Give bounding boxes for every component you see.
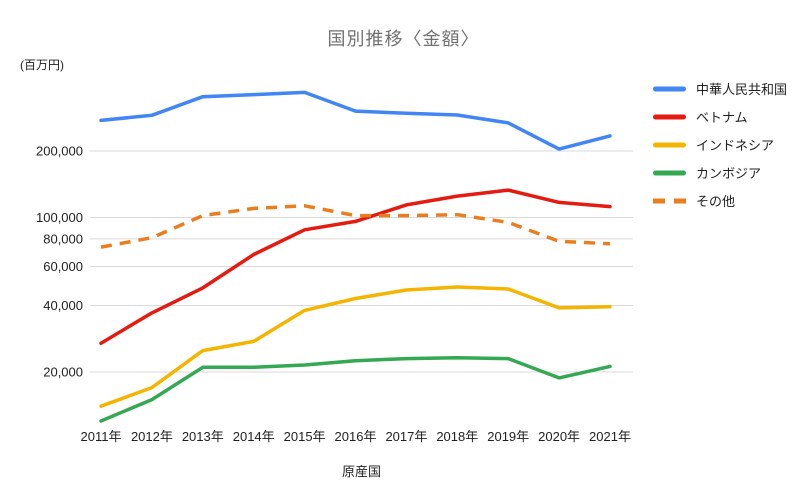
legend-item-1: ベトナム [653, 108, 787, 125]
y-tick-label: 200,000 [36, 143, 83, 158]
x-tick-label: 2013年 [182, 429, 224, 444]
x-tick-label: 2017年 [385, 429, 427, 444]
legend-line-icon [653, 170, 686, 175]
x-tick-label: 2018年 [436, 429, 478, 444]
y-axis-unit-label: (百万円) [20, 58, 64, 72]
legend-item-4: その他 [653, 192, 787, 209]
legend-label: その他 [696, 194, 736, 209]
chart-title: 国別推移〈金額〉 [327, 29, 480, 49]
legend-line-icon [653, 86, 686, 91]
series-line-4 [100, 204, 611, 249]
legend-line-icon [653, 198, 686, 203]
y-tick-label: 60,000 [43, 259, 83, 274]
legend-line-icon [653, 142, 686, 147]
x-tick-label: 2014年 [233, 429, 275, 444]
x-axis-title: 原産国 [341, 464, 381, 479]
legend-item-0: 中華人民共和国 [653, 80, 787, 97]
x-tick-label: 2015年 [284, 429, 326, 444]
x-tick-label: 2011年 [81, 429, 122, 444]
y-tick-label: 80,000 [43, 231, 83, 246]
legend-item-2: インドネシア [653, 136, 787, 153]
legend-label: インドネシア [696, 138, 775, 153]
legend-label: 中華人民共和国 [696, 82, 788, 97]
legend-item-3: カンボジア [653, 164, 787, 181]
legend-line-icon [653, 114, 686, 119]
series-line-2 [99, 285, 612, 408]
x-tick-label: 2019年 [487, 429, 529, 444]
series-line-3 [99, 355, 612, 423]
y-tick-label: 20,000 [43, 364, 83, 379]
legend: 中華人民共和国 ベトナムインドネシア カンボジアその他 [653, 80, 787, 220]
y-tick-label: 100,000 [36, 210, 83, 225]
legend-label: カンボジア [696, 166, 762, 181]
x-tick-label: 2020年 [538, 429, 580, 444]
legend-label: ベトナム [696, 110, 748, 125]
series-line-0 [99, 90, 612, 151]
x-tick-label: 2021年 [589, 429, 631, 444]
series-line-1 [99, 188, 612, 345]
x-tick-label: 2016年 [335, 429, 377, 444]
x-tick-label: 2012年 [131, 429, 173, 444]
y-tick-label: 40,000 [43, 298, 83, 313]
